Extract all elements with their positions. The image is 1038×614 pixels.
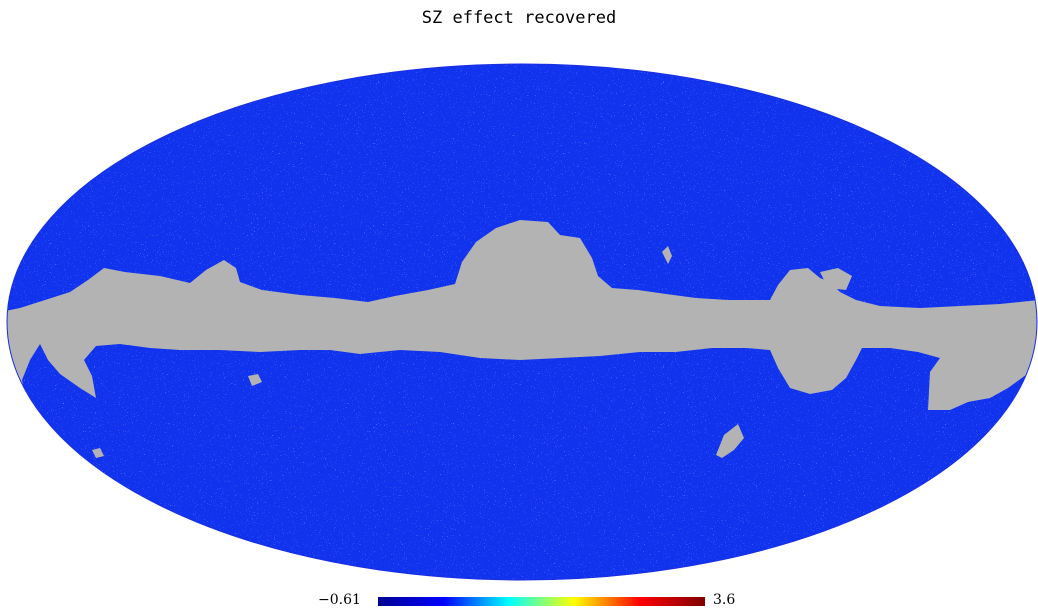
- map-outline: [6, 63, 1038, 581]
- colorbar-min-label: −0.61: [318, 592, 361, 608]
- mask-patch: [566, 250, 584, 268]
- mask-patch: [662, 246, 672, 264]
- mask-patch: [716, 424, 744, 458]
- mask-patch: [820, 268, 852, 290]
- mask-patch: [248, 374, 262, 386]
- colorbar: [378, 597, 705, 606]
- galactic-mask: [7, 220, 1037, 410]
- map-title: SZ effect recovered: [421, 8, 617, 28]
- mask-patch: [92, 448, 104, 458]
- colorbar-max-label: 3.6: [713, 592, 736, 608]
